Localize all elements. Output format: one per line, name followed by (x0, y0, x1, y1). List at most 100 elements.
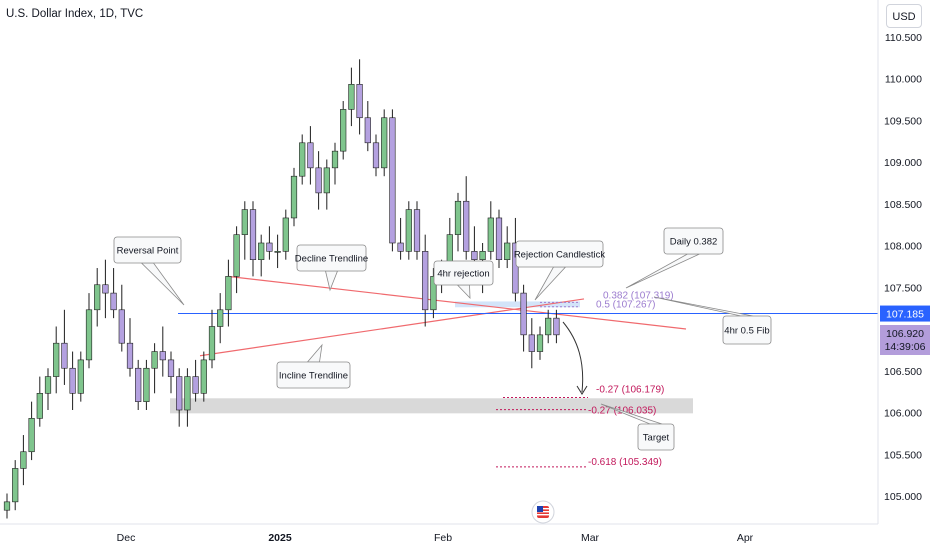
candle (126, 318, 134, 377)
candle-body (495, 217, 503, 260)
candle (249, 201, 257, 277)
candle (176, 368, 183, 427)
candle (167, 351, 175, 394)
candle (233, 226, 240, 294)
callout-text: Target (643, 433, 670, 444)
target-callout[interactable]: Target (600, 403, 675, 451)
time-axis-label: Feb (434, 532, 452, 544)
candle-body (340, 109, 347, 152)
rejection-candlestick-callout[interactable]: Rejection Candlestick (514, 240, 606, 301)
candle-body (258, 242, 265, 260)
callout-box (663, 227, 724, 255)
price-tick-label: 108.500 (884, 199, 922, 211)
symbol-title: U.S. Dollar Index, 1D, TVC (6, 8, 144, 20)
candle-body (397, 242, 404, 252)
candle-body (290, 175, 298, 219)
time-axis-label: Mar (581, 532, 600, 544)
callout-box (722, 315, 772, 345)
candle (208, 309, 216, 369)
incline-trendline-callout[interactable]: Incline Trendline (276, 343, 351, 389)
candle-body (479, 251, 486, 260)
candle-body (184, 376, 191, 411)
candle-body (159, 351, 166, 361)
candle (94, 268, 101, 327)
candle-body (331, 150, 339, 169)
candle (307, 126, 314, 185)
incline-trendline[interactable] (199, 298, 585, 357)
candle (372, 134, 380, 177)
callout-pointer (140, 262, 185, 306)
candle-body (463, 200, 470, 252)
candle (151, 343, 158, 394)
candle (102, 259, 109, 319)
price-tick-label: 110.000 (885, 74, 922, 86)
candle-body (323, 167, 330, 194)
candle (299, 134, 306, 185)
currency-button[interactable]: USD (886, 4, 922, 28)
time-axis-label: Apr (737, 532, 754, 544)
callout-pointer (534, 266, 567, 301)
fib-level-label: 0.382 (107.319) (603, 290, 674, 301)
daily-0382-callout[interactable]: Daily 0.382 (625, 227, 724, 289)
candle-body (536, 334, 544, 352)
candle (413, 201, 421, 260)
candle-body (307, 142, 314, 169)
countdown-text: 14:39:06 (885, 341, 926, 353)
candle (28, 401, 35, 461)
candle (389, 109, 396, 252)
candle (44, 368, 52, 410)
decline-trendline-callout[interactable]: Decline Trendline (295, 244, 368, 292)
candle-body (200, 359, 207, 394)
candle-body (413, 209, 421, 252)
decline-trendline[interactable] (227, 275, 687, 330)
candle-body (192, 376, 199, 394)
rejection-4hr-callout[interactable]: 4hr rejection (433, 260, 494, 300)
candle-body (208, 326, 216, 361)
callout-text: Incline Trendline (279, 371, 348, 382)
candle (430, 268, 437, 319)
fib-4hr-05-callout[interactable]: 4hr 0.5 Fib (653, 296, 772, 345)
candle-body (348, 84, 355, 110)
price-tick-label: 108.000 (884, 241, 922, 253)
candle-body (20, 451, 27, 469)
candle (545, 309, 552, 344)
price-tick-label: 107.500 (884, 282, 922, 294)
fib-level-label: -0.27 (106.179) (596, 385, 664, 396)
price-tick-label: 106.000 (884, 408, 922, 420)
candle-body (225, 276, 232, 311)
candle-body (85, 309, 93, 361)
candle (487, 201, 494, 260)
candle (61, 309, 68, 385)
candle (3, 493, 11, 519)
candle-body (135, 367, 142, 402)
candle-body (553, 317, 560, 336)
callout-text: 4hr 0.5 Fib (724, 326, 769, 337)
candle-body (282, 217, 289, 252)
candle-body (389, 117, 396, 244)
fib-level-label: -0.618 (105.349) (588, 457, 662, 468)
candle-body (77, 359, 84, 394)
reversal-point-callout[interactable]: Reversal Point (113, 236, 185, 306)
callout-box (276, 361, 351, 389)
rejection-zone (455, 301, 580, 308)
candle-body (315, 167, 322, 194)
candle (422, 234, 429, 327)
candle (200, 351, 207, 402)
candle-body (143, 367, 150, 402)
candle-body (471, 251, 478, 260)
candle (290, 167, 298, 227)
candle-body (249, 209, 257, 260)
callout-box (113, 236, 182, 264)
candle-body (364, 117, 371, 144)
candle (77, 351, 84, 402)
price-tick-label: 105.000 (884, 491, 922, 503)
candle (512, 217, 519, 302)
candle (53, 326, 60, 394)
callout-box (515, 240, 604, 268)
candle (495, 209, 503, 269)
fib-level-label: 0.5 (107.267) (596, 300, 656, 311)
candle (143, 359, 150, 410)
candle (405, 201, 412, 260)
candle-body (176, 376, 183, 411)
